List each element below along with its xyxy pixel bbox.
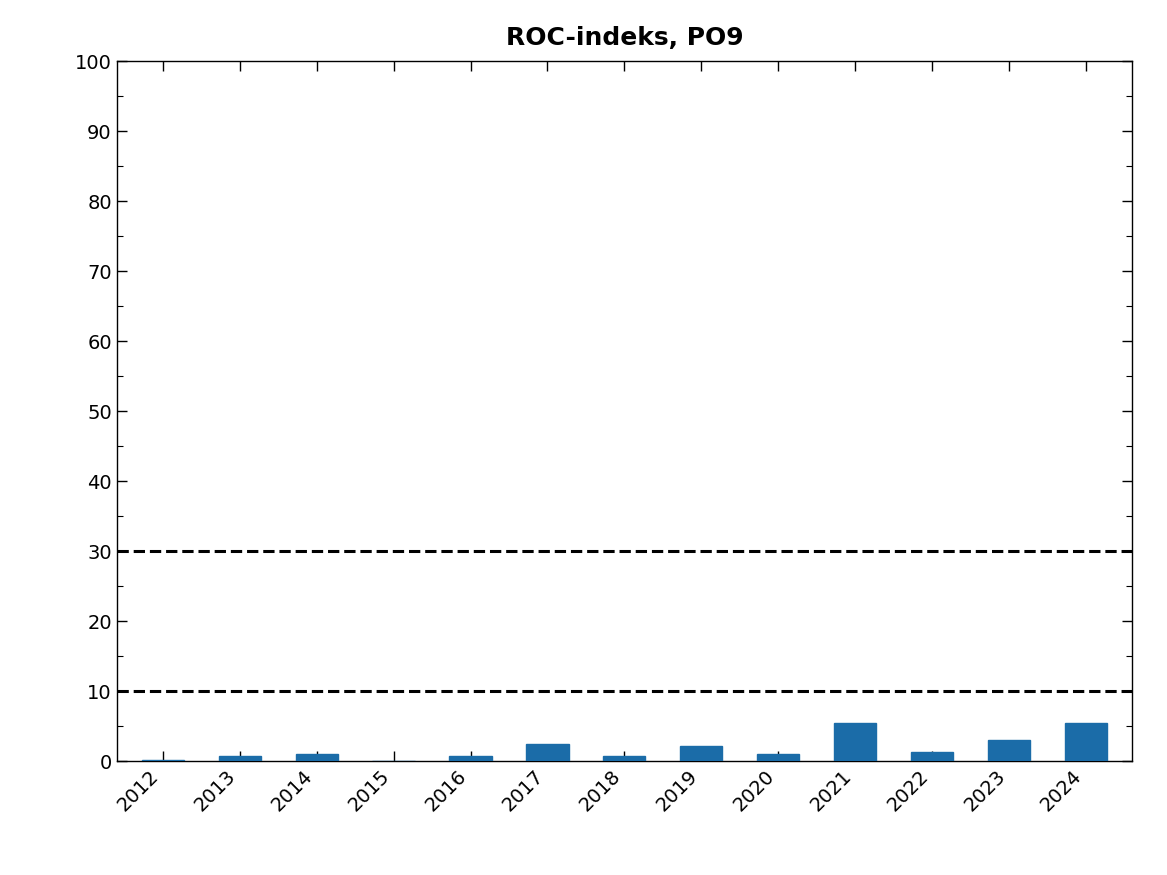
Bar	[911, 752, 953, 761]
Bar	[218, 756, 261, 761]
Title: ROC-indeks, PO9: ROC-indeks, PO9	[505, 25, 743, 50]
Bar	[680, 746, 722, 761]
Bar	[295, 754, 337, 761]
Bar	[603, 756, 645, 761]
Bar	[1064, 723, 1107, 761]
Bar	[449, 756, 491, 761]
Bar	[834, 723, 876, 761]
Bar	[141, 760, 184, 761]
Bar	[987, 740, 1030, 761]
Bar	[526, 744, 568, 761]
Bar	[757, 754, 799, 761]
